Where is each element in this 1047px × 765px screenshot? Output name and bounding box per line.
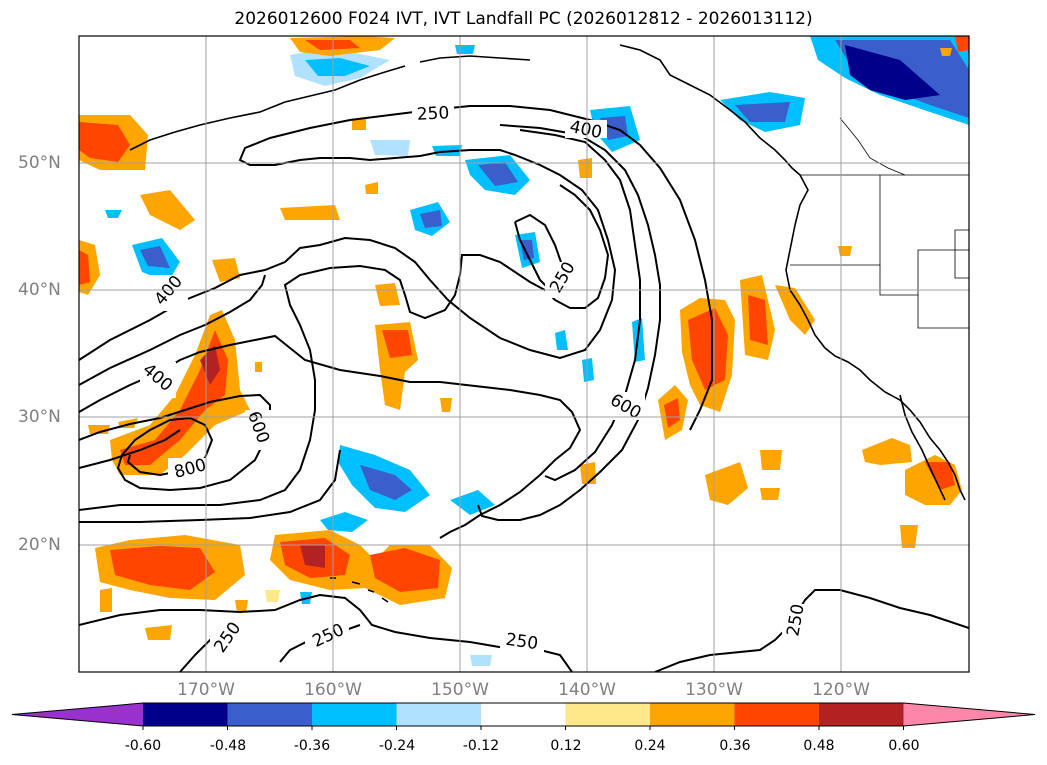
lon-label-150w: 150°W <box>431 680 489 700</box>
colorbar-bin <box>227 703 313 726</box>
colorbar-bin <box>565 703 651 726</box>
colorbar-tick-label: 0.12 <box>550 738 582 754</box>
lat-label-30n: 30°N <box>18 407 61 427</box>
colorbar-bin <box>650 703 735 726</box>
colorbar-bin <box>819 703 904 726</box>
colorbar-tick-label: 0.60 <box>888 738 920 754</box>
lat-label-20n: 20°N <box>18 535 61 555</box>
colorbar-bin <box>312 703 397 726</box>
positive-pc-shading <box>79 36 969 640</box>
state-borders <box>790 117 969 329</box>
colorbar-tick-label: -0.36 <box>293 738 331 754</box>
lat-label-40n: 40°N <box>18 280 61 300</box>
map-title: 2026012600 F024 IVT, IVT Landfall PC (20… <box>234 9 813 29</box>
lat-label-50n: 50°N <box>18 153 61 173</box>
lon-label-170w: 170°W <box>177 680 235 700</box>
colorbar-bin <box>734 703 820 726</box>
graticule <box>79 36 969 672</box>
colorbar-extend-max <box>903 703 1035 726</box>
lon-label-160w: 160°W <box>304 680 362 700</box>
colorbar-bin <box>143 703 228 726</box>
contour-label: 250 <box>416 103 449 125</box>
lon-label-140w: 140°W <box>558 680 616 700</box>
colorbar-tick-label: -0.12 <box>462 738 500 754</box>
lon-label-130w: 130°W <box>685 680 743 700</box>
contour-label: 250 <box>504 630 539 654</box>
colorbar-tick-label: -0.24 <box>378 738 416 754</box>
colorbar-tick-label: 0.24 <box>634 738 666 754</box>
colorbar-tick-label: 0.48 <box>803 738 835 754</box>
colorbar <box>11 702 1036 730</box>
colorbar-tick-label: -0.60 <box>124 738 162 754</box>
ivt-contours <box>79 105 969 672</box>
colorbar-bin <box>481 703 566 726</box>
lon-label-120w: 120°W <box>812 680 870 700</box>
colorbar-tick-label: -0.48 <box>209 738 247 754</box>
colorbar-extend-min <box>12 703 143 726</box>
map-frame <box>78 35 970 673</box>
colorbar-bin <box>396 703 482 726</box>
colorbar-tick-label: 0.36 <box>719 738 751 754</box>
